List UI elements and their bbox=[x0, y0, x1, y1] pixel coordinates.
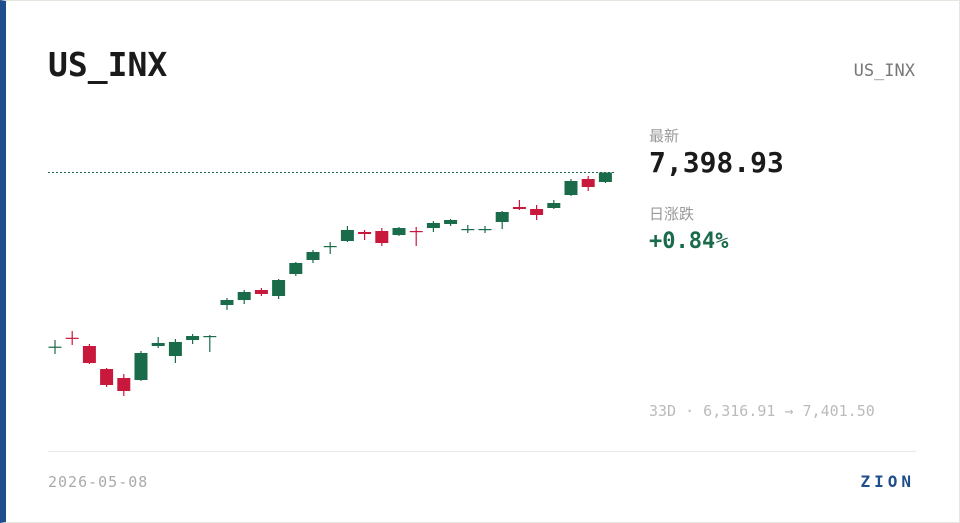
last-value: 7,398.93 bbox=[649, 146, 784, 179]
candle-body bbox=[409, 231, 423, 233]
date: 2026-05-08 bbox=[48, 473, 149, 491]
candle-body bbox=[426, 222, 440, 228]
candle-body bbox=[306, 252, 320, 261]
candle-body bbox=[495, 212, 509, 223]
candle-body bbox=[117, 377, 131, 392]
brand: ZION bbox=[860, 472, 915, 491]
candle-body bbox=[254, 289, 268, 294]
candle-body bbox=[392, 227, 406, 235]
candle-body bbox=[598, 172, 612, 182]
candle-body bbox=[100, 369, 114, 385]
last-label: 最新 bbox=[649, 127, 680, 145]
title: US_INX bbox=[48, 45, 168, 84]
candle-body bbox=[272, 279, 286, 297]
chart bbox=[48, 172, 616, 396]
change-value: +0.84% bbox=[649, 229, 729, 254]
candle-body bbox=[512, 207, 526, 209]
candle-body bbox=[134, 353, 148, 380]
candle-body bbox=[65, 337, 79, 339]
candle-body bbox=[220, 300, 234, 306]
candle-body bbox=[461, 229, 475, 231]
candle-body bbox=[358, 231, 372, 235]
change-label: 日涨跌 bbox=[649, 205, 695, 223]
candle-body bbox=[48, 346, 62, 348]
candle-body bbox=[444, 219, 458, 225]
candle-body bbox=[530, 208, 544, 215]
candle-body bbox=[375, 231, 389, 244]
candle-body bbox=[564, 181, 578, 196]
candle-body bbox=[478, 229, 492, 231]
candle-body bbox=[186, 336, 200, 340]
candle-body bbox=[547, 203, 561, 208]
candle-body bbox=[289, 262, 303, 275]
range-text: 33D · 6,316.91 → 7,401.50 bbox=[649, 402, 875, 420]
candle-body bbox=[581, 179, 595, 187]
ticker: US_INX bbox=[853, 61, 915, 81]
candle-body bbox=[168, 341, 182, 356]
candle-body bbox=[340, 229, 354, 242]
candle-body bbox=[237, 291, 251, 301]
divider bbox=[48, 451, 916, 452]
candle-body bbox=[323, 245, 337, 248]
candle-body bbox=[151, 343, 165, 347]
candle-body bbox=[82, 346, 96, 363]
candle-body bbox=[203, 336, 217, 338]
